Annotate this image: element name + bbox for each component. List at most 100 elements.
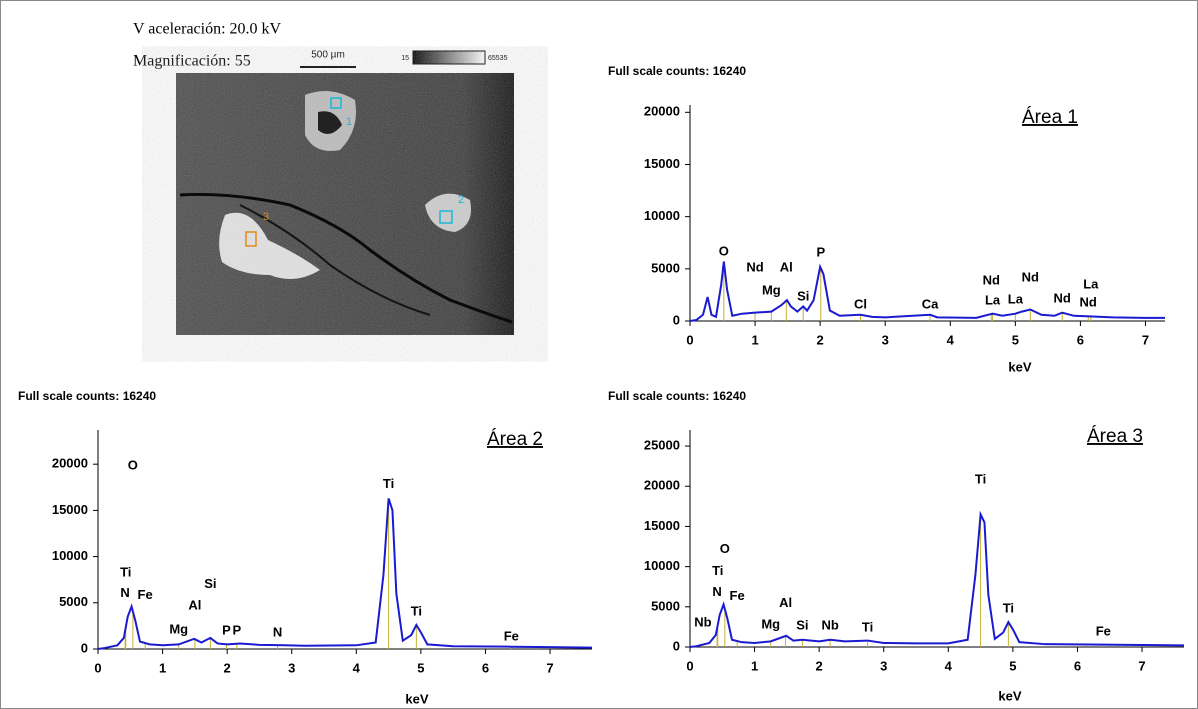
y-tick-label: 20000 xyxy=(644,478,680,493)
chart-title: Full scale counts: 16240 xyxy=(608,389,746,403)
x-axis-label: keV xyxy=(998,688,1021,703)
area-label: Área 3 xyxy=(1087,426,1143,447)
y-tick-label: 20000 xyxy=(52,456,88,471)
x-tick-label: 7 xyxy=(1142,332,1149,347)
peak-label: Nd xyxy=(983,272,1000,287)
peak-label: Ti xyxy=(975,471,986,486)
peak-label: Si xyxy=(797,288,809,303)
peak-label: O xyxy=(128,457,138,472)
x-axis-label: keV xyxy=(1008,359,1031,374)
peak-label: Ca xyxy=(922,296,939,311)
gray-min: 15 xyxy=(401,55,409,62)
peak-label: Ti xyxy=(1003,601,1014,616)
y-tick-label: 15000 xyxy=(52,502,88,517)
x-tick-label: 5 xyxy=(417,660,424,675)
peak-label: Ti xyxy=(712,563,723,578)
y-tick-label: 0 xyxy=(81,640,88,655)
scale-bar-label: 500 µm xyxy=(311,50,345,61)
voltage: V aceleración: 20.0 kV xyxy=(133,21,282,38)
y-tick-label: 5000 xyxy=(59,594,88,609)
y-tick-label: 0 xyxy=(673,312,680,327)
peak-label: Fe xyxy=(504,628,519,643)
magnification: Magnificación: 55 xyxy=(133,53,251,70)
peak-label: Nb xyxy=(821,618,838,633)
peak-label: N xyxy=(712,584,721,599)
x-tick-label: 3 xyxy=(882,332,889,347)
figure: V aceleración: 20.0 kV Magnificación: 55… xyxy=(0,0,1198,709)
peak-label: N xyxy=(120,585,129,600)
peak-label: Ti xyxy=(862,620,873,635)
x-tick-label: 6 xyxy=(1074,658,1081,673)
x-tick-label: 0 xyxy=(686,658,693,673)
x-tick-label: 7 xyxy=(1138,658,1145,673)
x-tick-label: 0 xyxy=(94,660,101,675)
peak-label: La xyxy=(985,293,1001,308)
x-tick-label: 6 xyxy=(482,660,489,675)
peak-label: Nd xyxy=(746,260,763,275)
x-tick-label: 3 xyxy=(880,658,887,673)
gray-max: 65535 xyxy=(488,55,508,62)
peak-label: Nd xyxy=(1054,291,1071,306)
y-tick-label: 10000 xyxy=(644,558,680,573)
peak-label: Fe xyxy=(138,587,153,602)
y-tick-label: 15000 xyxy=(644,156,680,171)
peak-label: P xyxy=(222,622,231,637)
gray-bar xyxy=(413,51,485,64)
marker-label: 1 xyxy=(346,116,352,128)
y-tick-label: 0 xyxy=(673,638,680,653)
peak-label: Si xyxy=(204,576,216,591)
peak-label: Fe xyxy=(1096,624,1111,639)
y-tick-label: 5000 xyxy=(651,260,680,275)
peak-label: La xyxy=(1083,277,1099,292)
chart-title: Full scale counts: 16240 xyxy=(18,389,156,403)
x-tick-label: 5 xyxy=(1012,332,1019,347)
x-tick-label: 5 xyxy=(1009,658,1016,673)
y-tick-label: 20000 xyxy=(644,104,680,119)
peak-label: Mg xyxy=(762,282,781,297)
x-tick-label: 2 xyxy=(816,658,823,673)
peak-label: Mg xyxy=(169,621,188,636)
peak-label: N xyxy=(273,624,282,639)
x-tick-label: 6 xyxy=(1077,332,1084,347)
x-tick-label: 4 xyxy=(947,332,955,347)
peak-label: Nd xyxy=(1080,294,1097,309)
peak-label: Fe xyxy=(730,588,745,603)
x-tick-label: 4 xyxy=(945,658,953,673)
peak-label: O xyxy=(719,244,729,259)
peak-label: Si xyxy=(796,618,808,633)
y-tick-label: 10000 xyxy=(52,548,88,563)
peak-label: Ti xyxy=(383,476,394,491)
y-tick-label: 25000 xyxy=(644,438,680,453)
peak-label: P xyxy=(816,245,825,260)
x-tick-label: 3 xyxy=(288,660,295,675)
x-axis-label: keV xyxy=(405,691,428,706)
marker-label: 2 xyxy=(458,194,464,206)
peak-label: Ti xyxy=(411,603,422,618)
peak-label: Al xyxy=(779,595,792,610)
peak-label: O xyxy=(720,541,730,556)
x-tick-label: 1 xyxy=(751,658,758,673)
peak-label: Cl xyxy=(854,296,867,311)
area-label: Área 1 xyxy=(1022,107,1078,128)
peak-label: Nd xyxy=(1022,270,1039,285)
y-tick-label: 15000 xyxy=(644,518,680,533)
peak-label: P xyxy=(233,622,242,637)
peak-label: Nb xyxy=(694,614,711,629)
x-tick-label: 1 xyxy=(751,332,758,347)
peak-label: Al xyxy=(780,260,793,275)
x-tick-label: 1 xyxy=(159,660,166,675)
y-tick-label: 10000 xyxy=(644,208,680,223)
peak-label: Al xyxy=(188,597,201,612)
chart-title: Full scale counts: 16240 xyxy=(608,64,746,78)
x-tick-label: 2 xyxy=(817,332,824,347)
peak-label: Mg xyxy=(761,617,780,632)
x-tick-label: 0 xyxy=(686,332,693,347)
marker-label: 3 xyxy=(263,211,269,223)
x-tick-label: 4 xyxy=(353,660,361,675)
x-tick-label: 7 xyxy=(546,660,553,675)
area-label: Área 2 xyxy=(487,429,543,450)
y-tick-label: 5000 xyxy=(651,598,680,613)
peak-label: La xyxy=(1008,292,1024,307)
peak-label: Ti xyxy=(120,565,131,580)
x-tick-label: 2 xyxy=(224,660,231,675)
